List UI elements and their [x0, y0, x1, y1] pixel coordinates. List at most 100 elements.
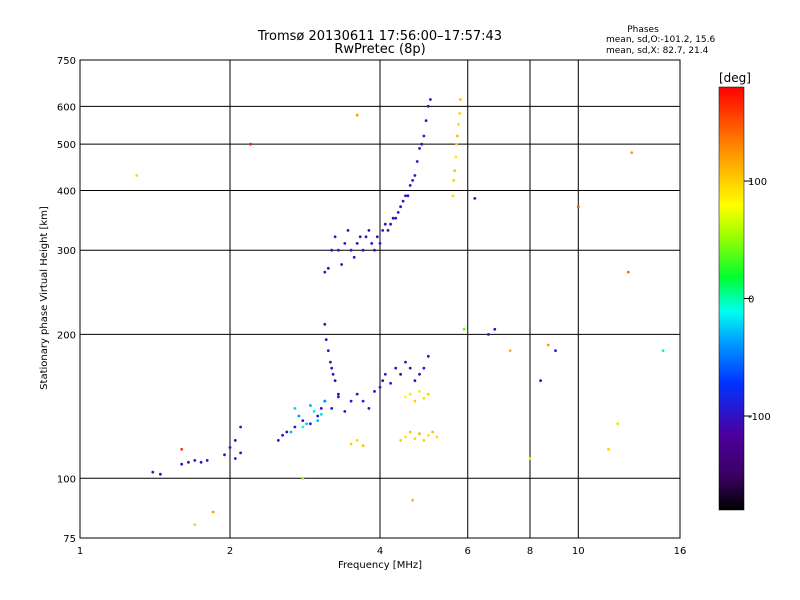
- x-tick-label: 4: [377, 546, 383, 557]
- data-point: [337, 392, 340, 396]
- data-point: [199, 460, 203, 464]
- data-point: [323, 322, 327, 326]
- data-point: [424, 119, 428, 122]
- data-point: [135, 174, 139, 177]
- data-point: [333, 379, 337, 383]
- data-point: [411, 498, 414, 502]
- data-point: [422, 134, 426, 138]
- data-point: [426, 433, 430, 437]
- data-point: [337, 248, 340, 252]
- data-point: [408, 366, 412, 370]
- info-line-x: mean, sd,X: 82.7, 21.4: [606, 46, 709, 56]
- data-point: [289, 430, 293, 434]
- y-tick-label: 200: [57, 330, 76, 341]
- data-point: [370, 242, 374, 245]
- data-point: [193, 523, 197, 526]
- data-point: [630, 151, 634, 155]
- data-point: [418, 432, 421, 435]
- x-tick-label: 6: [465, 546, 471, 557]
- data-point: [361, 444, 365, 448]
- y-axis-label: Stationary phase Virtual Height [km]: [39, 206, 50, 390]
- data-point: [361, 248, 365, 252]
- y-tick-label: 750: [57, 56, 76, 67]
- data-point: [281, 433, 284, 437]
- data-point: [453, 169, 457, 173]
- colorbar-tick-label: -100: [748, 412, 771, 423]
- info-heading: Phases: [627, 25, 659, 35]
- data-point: [408, 184, 412, 187]
- data-point: [408, 430, 412, 434]
- data-point: [422, 366, 426, 370]
- data-point: [426, 104, 430, 108]
- data-point: [418, 147, 421, 150]
- x-tick-label: 10: [572, 546, 585, 557]
- colorbar-tick-label: 100: [748, 177, 767, 188]
- data-point: [539, 379, 542, 383]
- data-point: [205, 459, 209, 462]
- x-tick-label: 8: [527, 546, 533, 557]
- data-point: [355, 439, 359, 442]
- data-point: [312, 410, 316, 413]
- data-point: [429, 98, 432, 101]
- data-point: [381, 379, 385, 383]
- data-point: [401, 199, 405, 203]
- data-point: [454, 155, 458, 159]
- data-point: [305, 422, 308, 426]
- data-point: [451, 194, 455, 198]
- data-points: [135, 98, 665, 526]
- data-point: [378, 242, 382, 245]
- colorbar-ticks: 100 0 -100: [744, 177, 771, 423]
- data-point: [418, 372, 421, 376]
- colorbar-label: [deg]: [719, 71, 751, 85]
- data-point: [326, 349, 330, 352]
- data-point: [349, 442, 353, 446]
- data-point: [462, 327, 466, 331]
- data-point: [211, 510, 215, 514]
- data-point: [301, 419, 305, 422]
- colorbar-tick-label: 0: [748, 295, 754, 306]
- data-point: [285, 430, 289, 434]
- data-point: [607, 447, 610, 451]
- data-point: [435, 435, 439, 439]
- data-point: [324, 338, 328, 341]
- data-point: [396, 211, 400, 214]
- data-point: [373, 390, 376, 393]
- data-point: [404, 360, 407, 364]
- grid: [80, 60, 680, 538]
- data-point: [355, 242, 359, 245]
- x-tick-label: 1: [77, 546, 83, 557]
- data-point: [422, 396, 426, 400]
- data-point: [364, 235, 368, 239]
- data-point: [389, 381, 392, 385]
- data-point: [319, 407, 323, 410]
- data-point: [228, 446, 232, 449]
- data-point: [457, 123, 460, 126]
- y-tick-label: 75: [63, 534, 76, 545]
- data-point: [413, 399, 417, 403]
- info-line-o: mean, sd,O:-101.2, 15.6: [606, 35, 716, 45]
- data-point: [343, 410, 347, 413]
- data-point: [323, 399, 327, 403]
- data-point: [355, 113, 359, 117]
- data-point: [309, 404, 312, 407]
- data-point: [239, 425, 243, 429]
- data-point: [293, 425, 297, 429]
- data-point: [187, 460, 190, 464]
- x-axis-ticks: 1 2 4 6 8 10 16: [77, 546, 687, 557]
- data-point: [493, 327, 497, 331]
- data-point: [381, 229, 385, 232]
- data-point: [413, 437, 417, 441]
- data-point: [375, 235, 379, 239]
- data-point: [349, 248, 353, 252]
- data-point: [420, 142, 424, 146]
- data-point: [456, 134, 459, 138]
- data-point: [352, 255, 356, 259]
- chart-subtitle: RwPretec (8p): [334, 42, 425, 57]
- x-tick-label: 2: [227, 546, 233, 557]
- data-point: [337, 395, 340, 399]
- data-point: [431, 430, 434, 434]
- data-point: [413, 379, 417, 383]
- data-point: [151, 470, 155, 474]
- y-tick-label: 500: [57, 140, 76, 151]
